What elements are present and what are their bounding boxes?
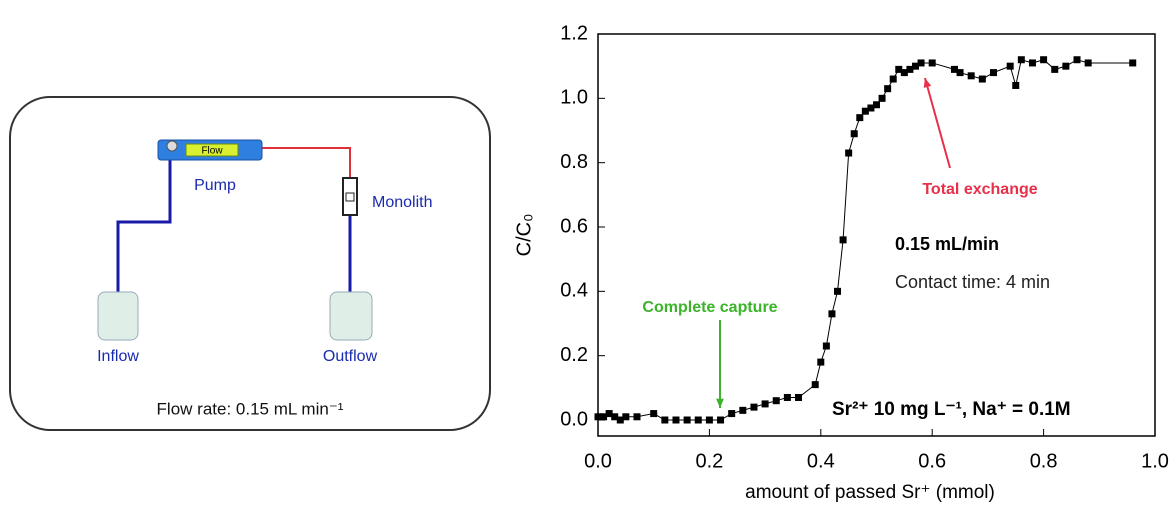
data-point [783, 393, 791, 401]
inflow-label: Inflow [97, 348, 139, 365]
data-point [839, 236, 847, 244]
data-point [950, 65, 958, 73]
x-tick-label: 0.8 [1030, 450, 1058, 472]
data-point [1073, 56, 1081, 64]
monolith-label: Monolith [372, 194, 432, 211]
data-point [878, 94, 886, 102]
data-point [828, 310, 836, 318]
exchange-arrow-head [923, 78, 932, 88]
data-point [895, 65, 903, 73]
outflow-label: Outflow [323, 348, 378, 365]
inflow-bottle [97, 291, 139, 341]
data-point [967, 72, 975, 80]
data-point [1051, 65, 1059, 73]
data-point [761, 400, 769, 408]
data-point [1012, 81, 1020, 89]
data-point [817, 358, 825, 366]
pump-tube [262, 147, 351, 178]
data-point [1062, 62, 1070, 70]
data-point [611, 413, 619, 421]
data-point [683, 416, 691, 424]
plot-frame [597, 33, 1156, 437]
setup-diagram: Flow Pump Monolith Inflow Outflow Flow r… [9, 96, 491, 431]
data-point [1006, 62, 1014, 70]
data-point [928, 59, 936, 67]
data-point [906, 65, 914, 73]
x-tick-label: 0.0 [584, 450, 612, 472]
x-tick-label: 1.0 [1141, 450, 1169, 472]
monolith-core [345, 192, 355, 202]
data-point [911, 62, 919, 70]
y-tick-label: 1.2 [560, 22, 588, 44]
data-point [989, 69, 997, 77]
capture-arrow-head [716, 398, 724, 408]
data-point [873, 101, 880, 109]
data-point [850, 130, 858, 138]
y-tick-label: 1.0 [560, 87, 588, 109]
data-point [1017, 56, 1025, 64]
data-point [811, 381, 819, 389]
flow-window [185, 143, 239, 157]
flow-rate-label: Flow rate: 0.15 mL min⁻¹ [157, 399, 344, 418]
annotation: Total exchange [922, 181, 1037, 198]
pump-knob [166, 140, 178, 152]
diagram-frame [9, 96, 491, 431]
data-point [705, 416, 713, 424]
data-point [605, 410, 613, 418]
data-point [1028, 59, 1036, 67]
y-axis-label: C/C₀ [513, 214, 535, 257]
data-point [1129, 59, 1137, 67]
data-point [795, 393, 803, 401]
y-tick-label: 0.6 [560, 215, 588, 237]
data-point [845, 149, 853, 157]
annotation: Sr²⁺ 10 mg L⁻¹, Na⁺ = 0.1M [832, 399, 1071, 420]
data-point [867, 104, 875, 112]
data-point [650, 410, 658, 418]
data-point [834, 287, 842, 295]
exchange-arrow [924, 77, 951, 169]
data-point [1040, 56, 1048, 64]
chart: amount of passed Sr⁺ (mmol) C/C₀ 0.0 0.2 0… [513, 22, 1169, 503]
data-point [978, 75, 986, 83]
data-point [772, 397, 780, 405]
x-axis-label: amount of passed Sr⁺ (mmol) [745, 482, 995, 503]
data-point [956, 69, 964, 77]
data-point [856, 114, 864, 122]
data-point [616, 416, 624, 424]
inflow-tube [116, 160, 172, 292]
data-point [889, 75, 897, 83]
y-tick-label: 0.4 [560, 280, 588, 302]
data-point [672, 416, 680, 424]
annotation: Complete capture [642, 299, 777, 316]
data-point [750, 403, 758, 411]
y-tick-label: 0.0 [560, 408, 588, 430]
data-point [900, 69, 908, 77]
data-point [600, 413, 608, 421]
data-point [661, 416, 669, 424]
data-point [884, 85, 892, 93]
data-point [633, 413, 641, 421]
data-point [1084, 59, 1092, 67]
data-point [622, 413, 630, 421]
data-point [739, 406, 747, 414]
flow-label: Flow [201, 146, 223, 157]
data-point [694, 416, 702, 424]
data-point [594, 413, 602, 421]
x-tick-label: 0.4 [807, 450, 835, 472]
x-tick-label: 0.6 [918, 450, 946, 472]
data-point [861, 107, 869, 115]
outflow-bottle [329, 291, 373, 341]
x-tick-label: 0.2 [695, 450, 723, 472]
y-tick-label: 0.8 [560, 151, 588, 173]
data-point [717, 416, 725, 424]
pump-label: Pump [194, 177, 236, 194]
y-tick-label: 0.2 [560, 344, 588, 366]
annotation: 0.15 mL/min [895, 234, 999, 254]
data-point [728, 410, 736, 418]
annotation: Contact time: 4 min [895, 272, 1050, 292]
data-point [917, 59, 925, 67]
data-point [822, 342, 830, 350]
